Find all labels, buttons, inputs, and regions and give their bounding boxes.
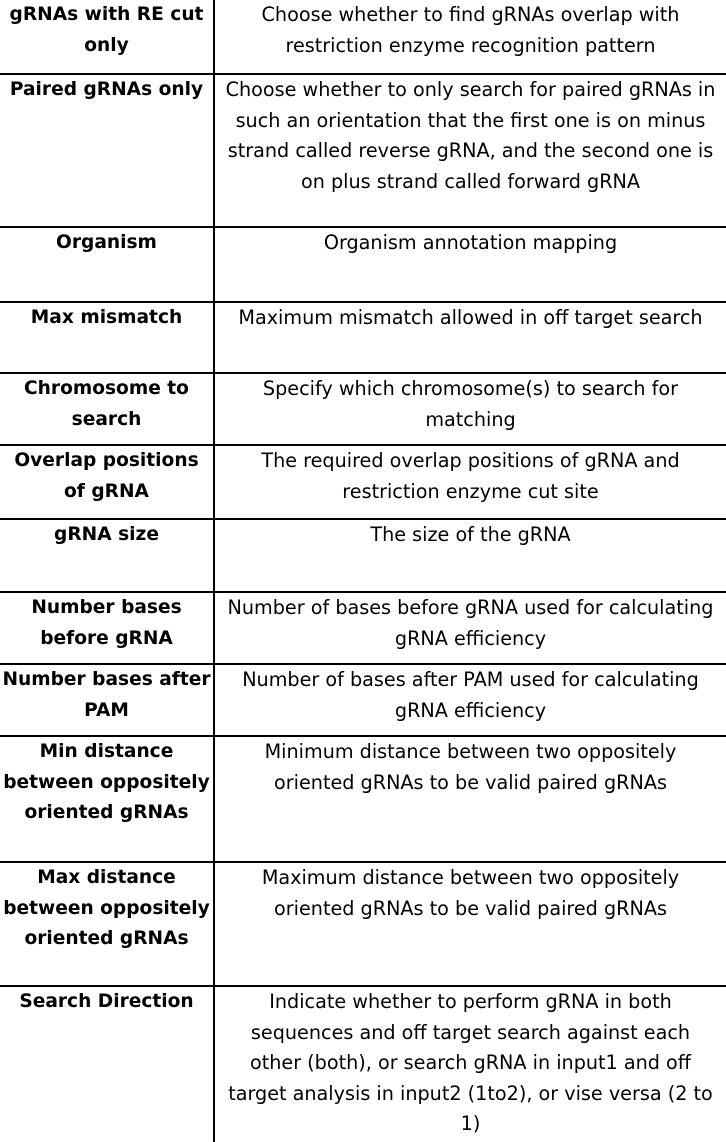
- table-row: gRNA size The size of the gRNA: [0, 518, 726, 593]
- table-row: Max distance between oppositely oriented…: [0, 861, 726, 987]
- parameter-description: Minimum distance between two oppositely …: [213, 735, 726, 863]
- parameter-description: Number of bases after PAM used for calcu…: [213, 663, 726, 737]
- parameter-name: Max distance between oppositely oriented…: [0, 861, 215, 987]
- parameter-name: Number bases after PAM: [0, 663, 215, 737]
- table-row: Number bases before gRNA Number of bases…: [0, 591, 726, 665]
- parameter-name: Overlap positions of gRNA: [0, 444, 215, 520]
- parameter-description: Specify which chromosome(s) to search fo…: [213, 372, 726, 446]
- parameter-name: gRNA size: [0, 518, 215, 593]
- parameter-description: Organism annotation mapping: [213, 226, 726, 303]
- table-row: Overlap positions of gRNA The required o…: [0, 444, 726, 520]
- table-row: Max mismatch Maximum mismatch allowed in…: [0, 301, 726, 374]
- table-row: Paired gRNAs only Choose whether to only…: [0, 73, 726, 228]
- parameter-description: Indicate whether to perform gRNA in both…: [213, 985, 726, 1142]
- parameter-name: Number bases before gRNA: [0, 591, 215, 665]
- parameter-name: Max mismatch: [0, 301, 215, 374]
- parameter-name: Chromosome to search: [0, 372, 215, 446]
- parameter-name: gRNAs with RE cut only: [0, 0, 215, 75]
- parameter-name: Min distance between oppositely oriented…: [0, 735, 215, 863]
- table-row: Min distance between oppositely oriented…: [0, 735, 726, 863]
- parameter-description: Choose whether to only search for paired…: [213, 73, 726, 228]
- parameter-description: The required overlap positions of gRNA a…: [213, 444, 726, 520]
- parameter-name: Paired gRNAs only: [0, 73, 215, 228]
- parameter-name: Search Direction: [0, 985, 215, 1142]
- parameter-description: The size of the gRNA: [213, 518, 726, 593]
- parameter-description: Choose whether to find gRNAs overlap wit…: [213, 0, 726, 75]
- table-row: Organism Organism annotation mapping: [0, 226, 726, 303]
- parameter-description: Number of bases before gRNA used for cal…: [213, 591, 726, 665]
- table-row: gRNAs with RE cut only Choose whether to…: [0, 0, 726, 75]
- table-row: Chromosome to search Specify which chrom…: [0, 372, 726, 446]
- table-row: Search Direction Indicate whether to per…: [0, 985, 726, 1142]
- parameter-description: Maximum distance between two oppositely …: [213, 861, 726, 987]
- parameter-description: Maximum mismatch allowed in off target s…: [213, 301, 726, 374]
- parameter-name: Organism: [0, 226, 215, 303]
- table-row: Number bases after PAM Number of bases a…: [0, 663, 726, 737]
